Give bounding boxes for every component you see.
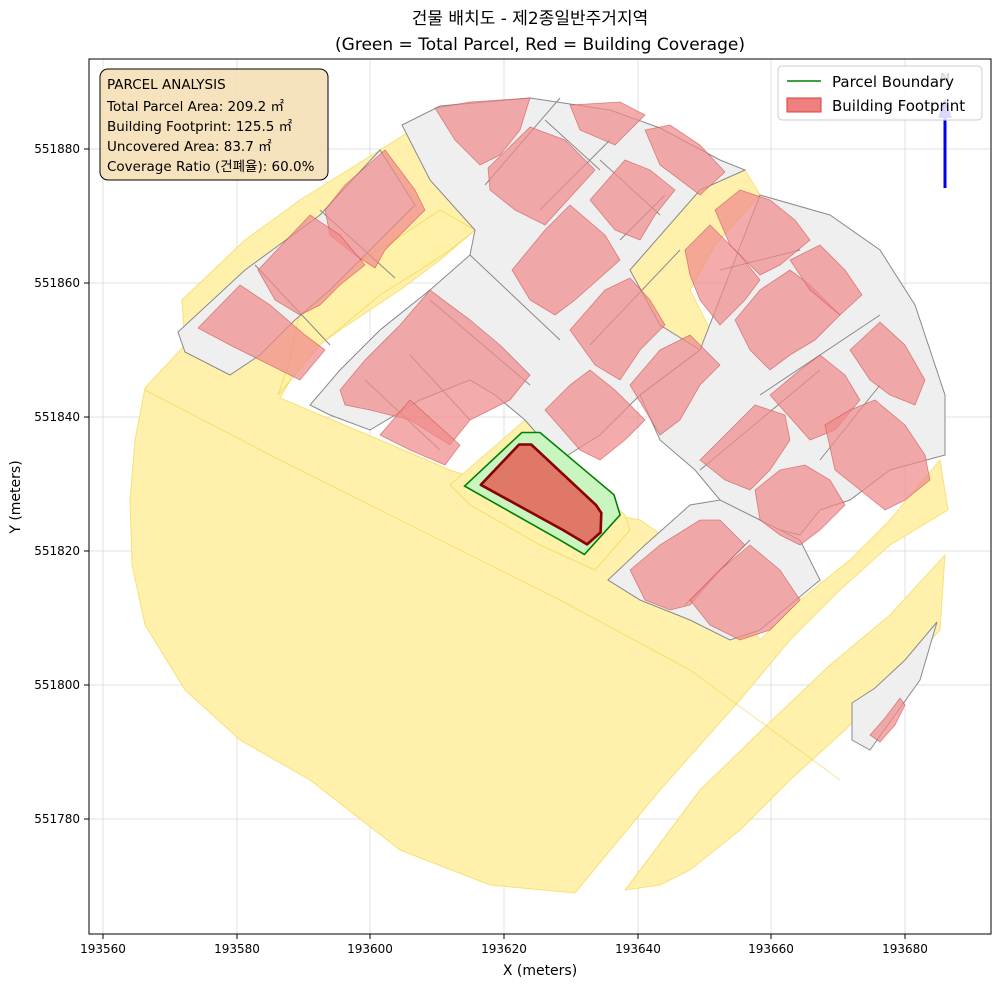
info-box: PARCEL ANALYSIS Total Parcel Area: 209.2… — [99, 68, 329, 181]
building-footprint — [689, 544, 801, 641]
building-footprint — [699, 404, 791, 491]
building-footprint — [511, 204, 621, 316]
plot-frame — [88, 58, 992, 935]
building-footprint — [789, 244, 863, 316]
x-axis-label: X (meters) — [503, 963, 577, 979]
building-layer — [197, 97, 931, 743]
x-tick-label: 193620 — [481, 942, 527, 956]
building-footprint — [589, 159, 676, 241]
y-tick-label: 551820 — [34, 544, 80, 558]
y-tick-label: 551800 — [34, 678, 80, 692]
building-footprint — [849, 321, 926, 406]
chart-title-line2: (Green = Total Parcel, Red = Building Co… — [335, 35, 745, 55]
y-tick-label: 551880 — [34, 142, 80, 156]
x-tick-label: 193600 — [347, 942, 393, 956]
building-footprint — [644, 124, 726, 196]
building-footprint — [824, 399, 931, 511]
target-parcel — [463, 431, 621, 556]
building-footprint — [544, 369, 646, 461]
x-tick-label: 193560 — [80, 942, 126, 956]
info-box-line-coverage: Coverage Ratio (건폐율): 60.0% — [107, 159, 315, 175]
building-footprint — [714, 189, 811, 276]
info-box-frame — [99, 68, 329, 181]
info-box-line-uncovered: Uncovered Area: 83.7 ㎡ — [107, 139, 272, 155]
building-footprint — [629, 334, 721, 436]
legend: Parcel Boundary Building Footprint — [777, 65, 983, 121]
building-footprint — [754, 464, 846, 546]
building-footprint — [197, 284, 326, 381]
x-tick-label: 193640 — [615, 942, 661, 956]
building-footprint — [487, 126, 596, 226]
building-footprint — [869, 697, 906, 743]
y-axis-label: Y (meters) — [8, 460, 24, 534]
chart-title-line1: 건물 배치도 - 제2종일반주거지역 — [412, 9, 648, 29]
building-footprint — [684, 224, 761, 326]
x-tick-label: 193660 — [748, 942, 794, 956]
x-tick-label: 193680 — [882, 942, 928, 956]
info-box-heading: PARCEL ANALYSIS — [107, 77, 226, 93]
x-tick-label: 193580 — [214, 942, 260, 956]
building-footprint — [569, 277, 666, 381]
info-box-line-footprint: Building Footprint: 125.5 ㎡ — [107, 119, 293, 135]
building-footprint — [257, 214, 366, 316]
target-building-footprint — [479, 443, 603, 546]
legend-building-label: Building Footprint — [832, 97, 965, 115]
building-footprint — [339, 289, 531, 446]
building-footprint — [569, 101, 646, 146]
road-area-inner-strip — [277, 209, 476, 396]
y-tick-label: 551860 — [34, 276, 80, 290]
legend-parcel-label: Parcel Boundary — [832, 73, 954, 91]
lot-small-southeast — [851, 621, 938, 751]
building-footprint — [734, 269, 841, 371]
legend-building-swatch — [786, 97, 822, 113]
building-footprint — [379, 399, 461, 466]
y-axis: 551880 551860 551840 551820 551800 55178… — [8, 142, 89, 826]
y-tick-label: 551780 — [34, 812, 80, 826]
x-axis: 193560 193580 193600 193620 193640 19366… — [80, 934, 928, 979]
info-box-line-total-area: Total Parcel Area: 209.2 ㎡ — [106, 99, 284, 115]
y-tick-label: 551840 — [34, 410, 80, 424]
building-footprint — [434, 97, 531, 166]
building-footprint — [629, 519, 746, 611]
legend-frame — [777, 65, 983, 121]
